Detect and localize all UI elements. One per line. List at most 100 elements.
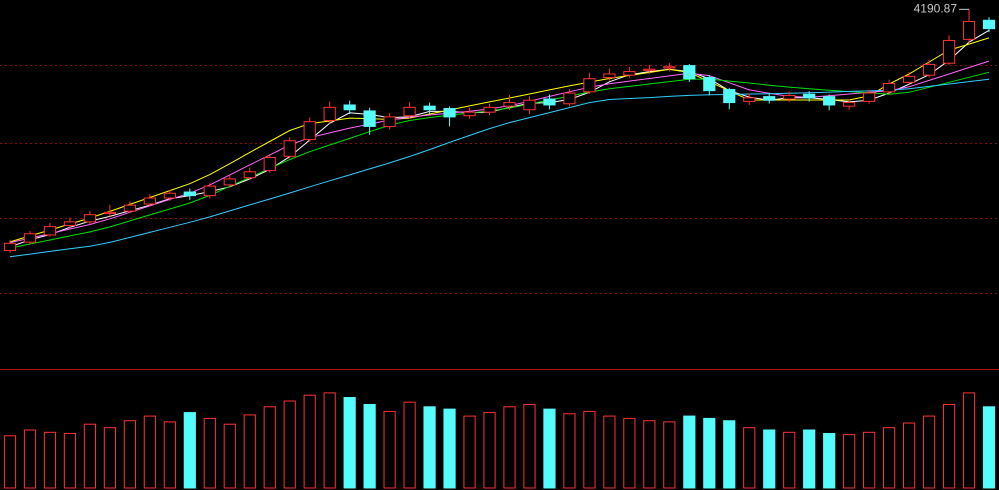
volume-bar (103, 427, 116, 489)
candle-body (163, 192, 176, 199)
volume-bar (143, 415, 156, 489)
volume-bar (683, 415, 696, 489)
volume-bar (483, 412, 496, 489)
candle-body (942, 40, 956, 64)
candle-body (603, 73, 616, 79)
volume-bar (803, 429, 816, 489)
candle-body (103, 211, 116, 215)
volume-bar (123, 420, 136, 489)
candle-body (962, 20, 976, 40)
candle-body (303, 121, 316, 141)
candles (3, 9, 996, 253)
volume-bar (43, 431, 57, 489)
volume-bar (743, 427, 756, 489)
volume-bar (423, 406, 436, 489)
candle-body (443, 108, 456, 118)
candle-body (743, 97, 756, 102)
candle-body (423, 105, 436, 111)
volume-bar (643, 420, 656, 489)
volume-bar (3, 435, 17, 489)
moving-average-line (9, 71, 990, 249)
volume-bar (663, 421, 676, 489)
candle-body (463, 111, 476, 117)
volume-bar (363, 403, 376, 489)
volume-bar (623, 417, 636, 489)
candle-body (563, 92, 576, 105)
volume-bar (183, 412, 196, 489)
candle-body (43, 226, 57, 236)
candle-body (183, 191, 196, 197)
high-label: 4190.87 (914, 2, 958, 16)
candle-body (283, 140, 296, 157)
candle-body (503, 102, 516, 107)
candle-body (663, 66, 676, 69)
candle-body (523, 99, 536, 111)
volume-bar (982, 406, 996, 489)
volume-panel (3, 392, 996, 489)
candle-body (643, 68, 656, 71)
candle-body (902, 75, 916, 83)
volume-bar (543, 408, 556, 489)
volume-bar (223, 423, 236, 489)
candle-body (543, 98, 556, 106)
candle-body (203, 185, 216, 197)
candle-body (763, 96, 776, 101)
candle-body (3, 242, 17, 251)
candle-body (863, 92, 876, 102)
volume-bar (383, 410, 396, 489)
volume-bar (783, 431, 796, 489)
candle-body (123, 204, 136, 212)
candle-body (683, 65, 696, 80)
volume-bar (922, 415, 936, 489)
volume-bar (323, 392, 336, 489)
candle-body (63, 221, 77, 226)
annotations: 4190.87 (914, 2, 970, 16)
volume-bar (563, 413, 576, 489)
volume-bar (443, 408, 456, 489)
volume-bar (283, 400, 296, 489)
candle-body (383, 116, 396, 127)
volume-bar (723, 420, 736, 489)
volume-bar (603, 415, 616, 489)
candle-body (783, 94, 796, 100)
volume-bar (203, 417, 216, 489)
candle-body (83, 214, 97, 223)
volume-bar (942, 403, 956, 489)
candle-body (323, 106, 336, 121)
candle-body (403, 106, 416, 117)
volume-bar (243, 414, 256, 489)
volume-bar (823, 432, 836, 489)
volume-bar (23, 429, 37, 489)
moving-average-line (9, 78, 990, 258)
candle-body (922, 63, 936, 76)
candle-body (343, 104, 356, 111)
candle-body (243, 171, 256, 179)
volume-bar (403, 401, 416, 489)
candle-body (23, 233, 37, 243)
candle-body (982, 19, 996, 30)
candle-body (843, 102, 856, 107)
volume-bar (263, 406, 276, 489)
volume-bar (843, 434, 856, 489)
candle-body (223, 178, 236, 186)
volume-bar (962, 392, 976, 489)
volume-bar (303, 394, 316, 489)
candle-body (723, 88, 736, 104)
volume-bar (343, 397, 356, 489)
volume-bar (703, 417, 716, 489)
volume-bar (163, 421, 176, 489)
candle-body (483, 106, 496, 113)
candle-body (803, 93, 816, 99)
candle-body (623, 71, 636, 76)
candle-body (703, 77, 716, 92)
volume-bar (883, 427, 896, 489)
candle-body (823, 96, 836, 106)
grid (0, 65, 999, 294)
volume-bar (523, 403, 536, 489)
volume-bar (503, 406, 516, 489)
candle-body (583, 78, 596, 93)
volume-bar (63, 432, 77, 489)
volume-bar (763, 429, 776, 489)
